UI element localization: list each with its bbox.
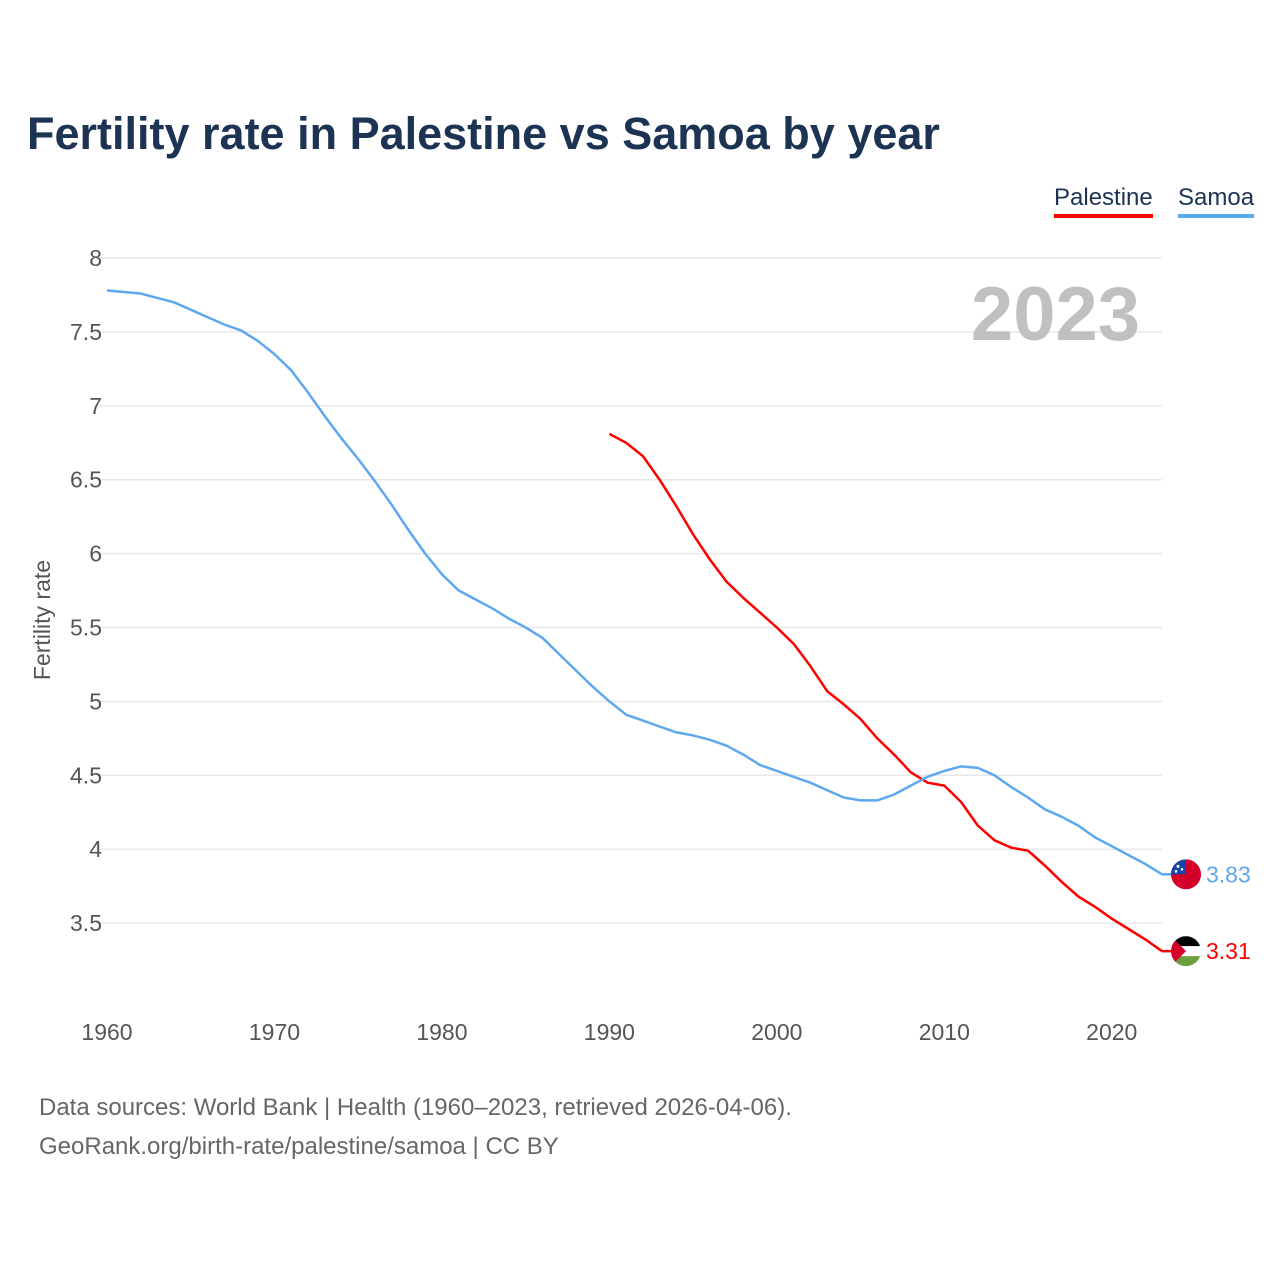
samoa-flag-icon: [1171, 859, 1201, 890]
source-line-2[interactable]: GeoRank.org/birth-rate/palestine/samoa |…: [39, 1133, 559, 1160]
y-tick-label: 3.5: [70, 910, 102, 936]
source-note: Data sources: World Bank | Health (1960–…: [39, 1088, 792, 1166]
x-tick-label: 1960: [81, 1019, 132, 1045]
y-tick-label: 6.5: [70, 467, 102, 493]
y-axis-label: Fertility rate: [29, 560, 55, 680]
x-tick-label: 1980: [416, 1019, 467, 1045]
legend-samoa[interactable]: Samoa: [1178, 184, 1255, 218]
end-value-label-samoa: 3.83: [1206, 861, 1251, 887]
series-line-palestine: [608, 432, 1163, 953]
x-tick-label: 2010: [919, 1019, 970, 1045]
series-line-samoa: [106, 289, 1163, 876]
y-tick-label: 7.5: [70, 319, 102, 345]
y-tick-label: 4: [89, 836, 102, 862]
y-tick-label: 8: [89, 245, 102, 271]
y-tick-label: 4.5: [70, 762, 102, 788]
y-tick-label: 5.5: [70, 615, 102, 641]
x-tick-label: 1970: [249, 1019, 300, 1045]
y-tick-label: 7: [89, 393, 102, 419]
y-tick-label: 6: [89, 541, 102, 567]
x-tick-label: 2000: [751, 1019, 802, 1045]
palestine-flag-icon: [1171, 936, 1201, 967]
chart-title: Fertility rate in Palestine vs Samoa by …: [27, 108, 940, 159]
y-tick-label: 5: [89, 688, 102, 714]
source-line-1: Data sources: World Bank | Health (1960–…: [39, 1094, 792, 1121]
x-tick-label: 1990: [584, 1019, 635, 1045]
legend-palestine[interactable]: Palestine: [1054, 184, 1153, 218]
end-value-label-palestine: 3.31: [1206, 938, 1251, 964]
year-badge: 2023: [971, 272, 1140, 357]
x-tick-label: 2020: [1086, 1019, 1137, 1045]
